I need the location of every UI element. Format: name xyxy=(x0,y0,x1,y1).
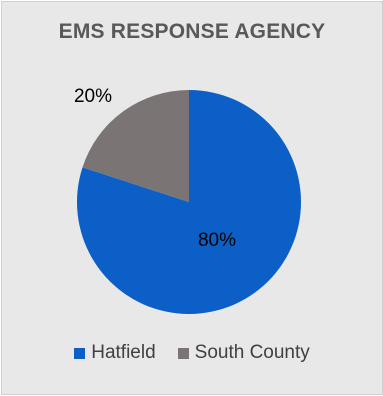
legend-label-hatfield: Hatfield xyxy=(91,342,156,363)
legend-item-south-county: South County xyxy=(177,342,310,364)
legend-swatch-hatfield xyxy=(74,347,86,359)
pie-chart: 80% 20% xyxy=(74,86,301,314)
legend-swatch-south-county xyxy=(177,347,189,359)
legend-label-south-county: South County xyxy=(194,342,310,363)
legend-item-hatfield: Hatfield xyxy=(74,342,156,364)
data-label-hatfield: 80% xyxy=(198,230,236,251)
pie-slice-south-county xyxy=(82,90,189,202)
chart-title: EMS RESPONSE AGENCY xyxy=(58,20,326,43)
data-label-south-county: 20% xyxy=(74,86,112,107)
chart-legend: Hatfield South County xyxy=(2,342,382,364)
